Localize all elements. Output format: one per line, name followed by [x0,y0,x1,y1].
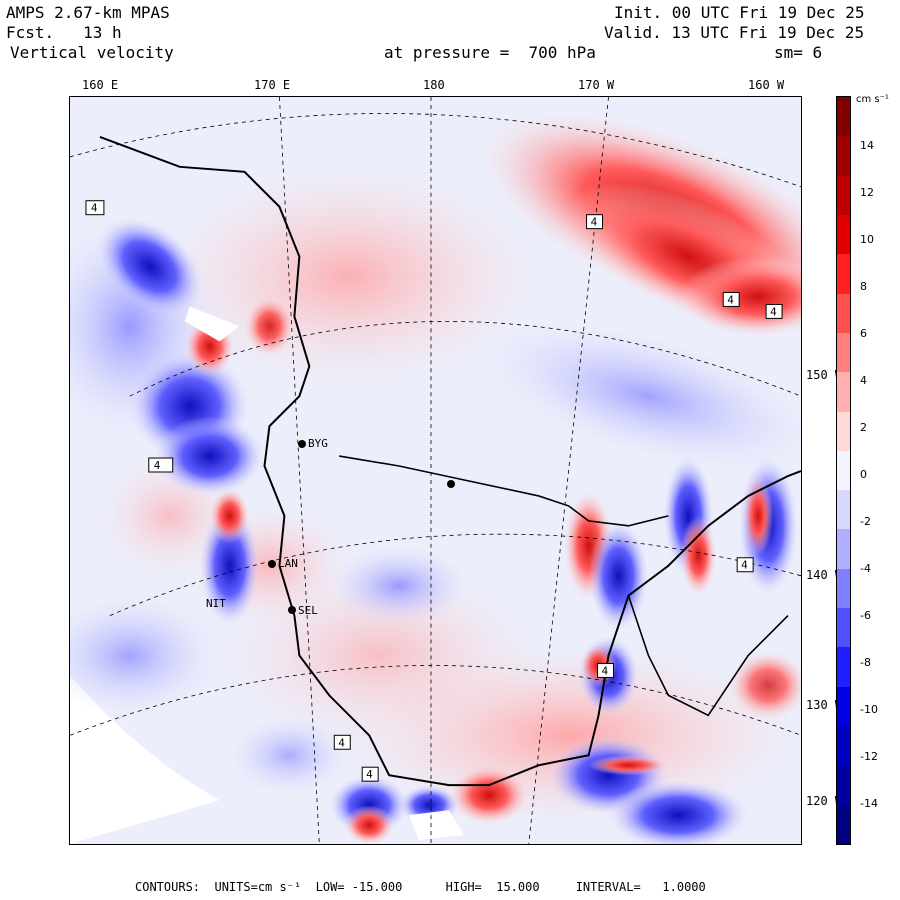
colorbar-tick-label: -10 [860,703,878,716]
colorbar-tick-label: -4 [860,562,871,575]
lon-label-170w: 170 W [578,78,615,92]
colorbar-segment [837,647,850,688]
contour-box-label: 4 [602,664,609,677]
station-label-lan: LAN [278,557,298,570]
contour-box-label: 4 [727,293,734,306]
lon-label-160e: 160 E [82,78,119,92]
lon-label-180: 180 [423,78,445,92]
lat-label-150w: 150 W [806,368,843,382]
lat-label-140w: 140 W [806,568,843,582]
colorbar-segment [837,293,850,334]
smoothing-value: sm= 6 [774,43,823,62]
colorbar-tick-label: 12 [860,186,874,199]
lat-label-130w: 130 W [806,698,843,712]
colorbar-segment [837,608,850,648]
contour-box-label: 4 [338,736,345,749]
map-panel: 4 4 4 4 4 4 4 4 4 [69,96,802,845]
colorbar-tick-label: -8 [860,656,871,669]
colorbar-tick-label: 0 [860,468,867,481]
station-label-nit: NIT [206,597,226,610]
station-label-sel: SEL [298,604,318,617]
colorbar-segment [837,450,850,491]
colorbar-segment [837,332,850,373]
colorbar-tick-label: 10 [860,233,874,246]
colorbar-tick-label: -12 [860,750,878,763]
model-title: AMPS 2.67-km MPAS [6,3,170,22]
colorbar-segment [837,490,850,530]
lon-label-170e: 170 E [254,78,291,92]
station-label-byg: BYG [308,437,328,450]
colorbar-segment [837,726,850,766]
variable-name: Vertical velocity [10,43,174,62]
colorbar-tick-label: 14 [860,139,874,152]
colorbar-segment [837,804,850,845]
lat-label-120w: 120 W [806,794,843,808]
colorbar-segment [837,686,850,727]
station-dot-byg [298,440,306,448]
colorbar-segment [837,411,850,452]
contour-box-label: 4 [91,202,98,215]
forecast-hour: Fcst. 13 h [6,23,122,42]
colorbar-segment [837,175,850,216]
colorbar-tick-label: -14 [860,797,878,810]
init-time: Init. 00 UTC Fri 19 Dec 25 [614,3,865,22]
contour-footer: CONTOURS: UNITS=cm s⁻¹ LOW= -15.000 HIGH… [135,880,706,894]
colorbar-tick-label: 4 [860,374,867,387]
station-dot-sel [288,606,296,614]
contour-box-label: 4 [770,305,777,318]
vertical-velocity-field: 4 4 4 4 4 4 4 4 4 [70,97,801,844]
colorbar-tick-label: 2 [860,421,867,434]
contour-box-label: 4 [154,459,161,472]
colorbar-tick-label: -2 [860,515,871,528]
colorbar-segment [837,529,850,570]
valid-time: Valid. 13 UTC Fri 19 Dec 25 [604,23,865,42]
station-dot-lan [268,560,276,568]
colorbar [836,96,851,845]
contour-box-label: 4 [366,768,373,781]
colorbar-tick-label: 6 [860,327,867,340]
station-dot-marker [447,480,455,488]
contour-box-label: 4 [591,216,598,229]
colorbar-unit: cm s⁻¹ [856,94,889,105]
colorbar-tick-label: -6 [860,609,871,622]
lon-label-160w: 160 W [748,78,785,92]
colorbar-segment [837,214,850,255]
pressure-level: at pressure = 700 hPa [384,43,596,62]
contour-box-label: 4 [741,559,748,572]
colorbar-segment [837,568,850,609]
colorbar-segment [837,372,850,413]
colorbar-segment [837,97,850,137]
colorbar-segment [837,254,850,295]
colorbar-segment [837,765,850,806]
colorbar-tick-label: 8 [860,280,867,293]
colorbar-segment [837,136,850,177]
